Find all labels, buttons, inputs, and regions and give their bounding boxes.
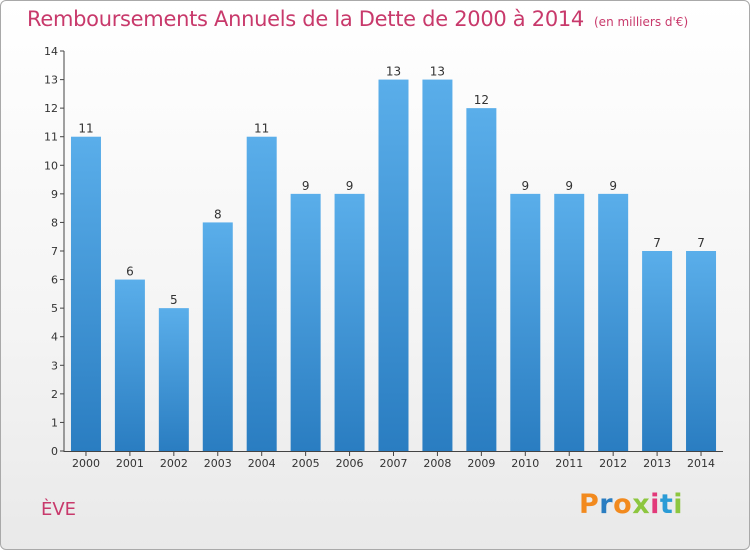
bar: [378, 79, 409, 452]
x-tick-label: 2009: [467, 457, 495, 470]
data-label: 8: [214, 207, 222, 221]
data-label: 7: [653, 236, 661, 250]
y-tick-label: 6: [51, 274, 58, 287]
y-tick-label: 1: [51, 416, 58, 429]
chart-title: Remboursements Annuels de la Dette de 20…: [27, 7, 584, 31]
x-tick-label: 2004: [248, 457, 276, 470]
bar: [202, 222, 233, 451]
x-tick-label: 2014: [687, 457, 715, 470]
logo-letter: P: [579, 489, 600, 520]
y-tick-label: 2: [51, 388, 58, 401]
title-row: Remboursements Annuels de la Dette de 20…: [27, 7, 688, 31]
bar: [554, 193, 585, 451]
data-label: 13: [386, 65, 401, 79]
data-label: 5: [170, 293, 178, 307]
logo-letter: r: [599, 489, 614, 520]
y-tick-label: 14: [44, 45, 58, 58]
data-label: 12: [474, 93, 489, 107]
x-tick-label: 2000: [72, 457, 100, 470]
data-label: 9: [302, 179, 310, 193]
logo-letter: i: [673, 489, 684, 520]
data-label: 9: [565, 179, 573, 193]
data-label: 9: [346, 179, 354, 193]
x-tick-label: 2011: [555, 457, 583, 470]
y-tick-label: 10: [44, 159, 58, 172]
bar: [114, 279, 145, 451]
x-tick-label: 2012: [599, 457, 627, 470]
y-tick-label: 5: [51, 302, 58, 315]
commune-name: ÈVE: [41, 499, 77, 520]
data-label: 11: [78, 122, 93, 136]
x-tick-label: 2002: [160, 457, 188, 470]
y-tick-label: 9: [51, 188, 58, 201]
logo-letter: o: [613, 489, 633, 520]
x-tick-label: 2007: [380, 457, 408, 470]
proxiti-logo: Proxiti: [579, 489, 683, 520]
bar: [642, 251, 673, 451]
x-tick-label: 2001: [116, 457, 144, 470]
y-tick-label: 7: [51, 245, 58, 258]
x-tick-label: 2013: [643, 457, 671, 470]
bar: [466, 108, 497, 452]
bar: [422, 79, 453, 452]
data-label: 11: [254, 122, 269, 136]
chart-subtitle: (en milliers d'€): [594, 15, 689, 29]
y-tick-label: 13: [44, 74, 58, 87]
bar: [510, 193, 541, 451]
y-tick-label: 11: [44, 131, 58, 144]
y-tick-label: 0: [51, 445, 58, 458]
x-tick-label: 2005: [292, 457, 320, 470]
logo-letter: i: [650, 489, 660, 520]
data-label: 13: [430, 65, 445, 79]
logo-letter: t: [659, 489, 674, 520]
data-label: 9: [609, 179, 617, 193]
data-label: 6: [126, 265, 134, 279]
x-tick-label: 2010: [511, 457, 539, 470]
y-tick-label: 12: [44, 102, 58, 115]
data-label: 9: [521, 179, 529, 193]
x-tick-label: 2006: [336, 457, 364, 470]
x-tick-label: 2003: [204, 457, 232, 470]
bar: [70, 136, 101, 451]
bar: [334, 193, 365, 451]
y-tick-label: 3: [51, 359, 58, 372]
x-tick-label: 2008: [423, 457, 451, 470]
y-tick-label: 4: [51, 331, 58, 344]
bar: [158, 308, 189, 451]
bar: [290, 193, 321, 451]
bar: [598, 193, 629, 451]
data-label: 7: [697, 236, 705, 250]
bar: [246, 136, 277, 451]
logo-letter: x: [632, 489, 651, 520]
bar: [686, 251, 717, 451]
y-tick-label: 8: [51, 216, 58, 229]
